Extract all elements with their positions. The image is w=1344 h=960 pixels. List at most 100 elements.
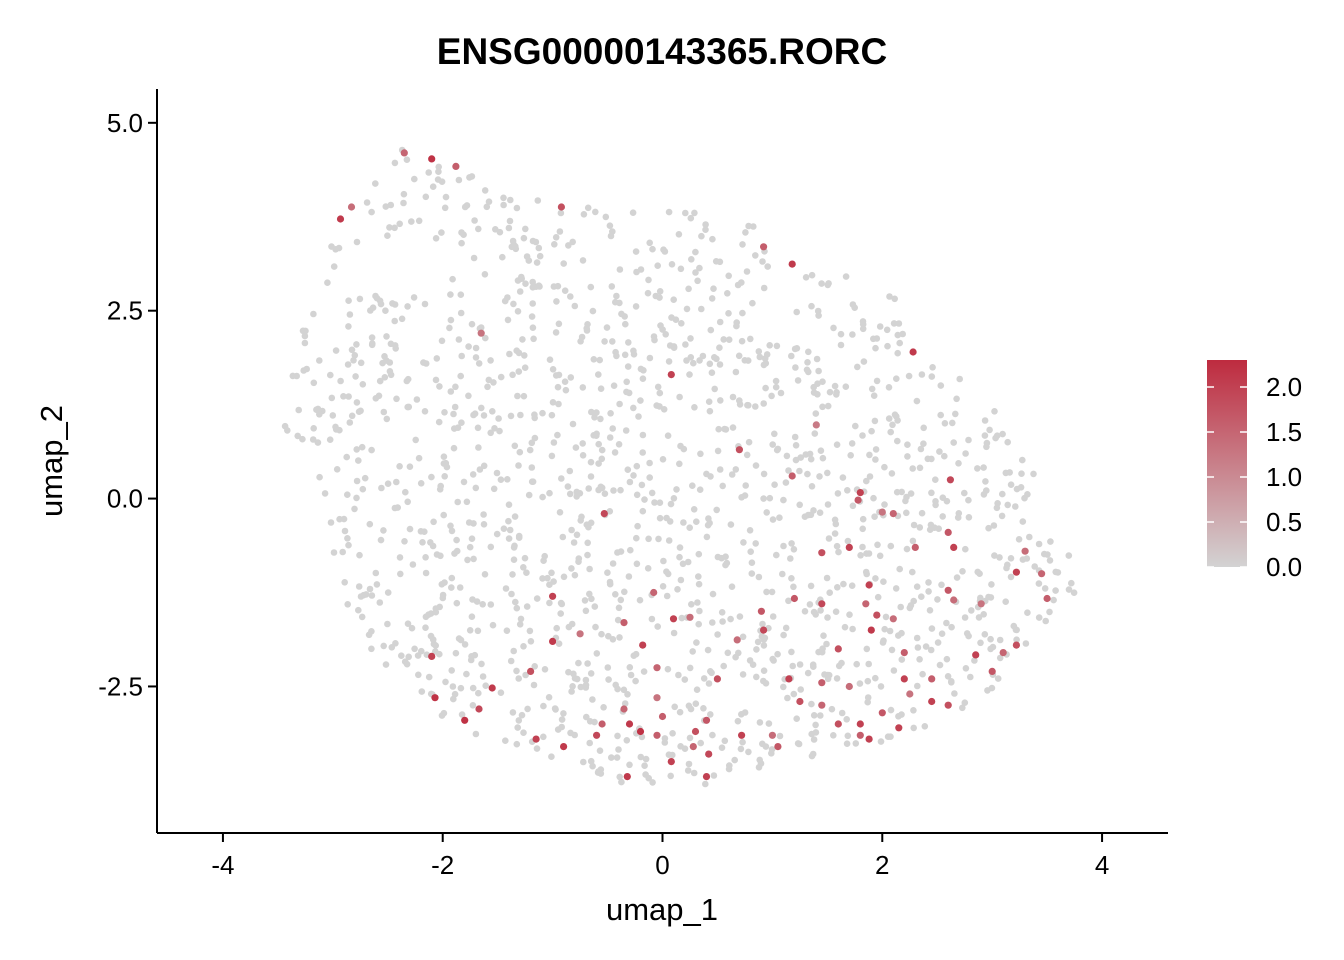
- cell-point: [596, 356, 603, 364]
- cell-point: [482, 334, 489, 342]
- expressing-cell-point: [865, 735, 873, 743]
- cell-point: [953, 574, 961, 581]
- cell-point: [907, 490, 915, 497]
- cell-point: [341, 527, 349, 535]
- cell-point: [656, 288, 664, 295]
- cell-point: [708, 295, 716, 302]
- cell-point: [918, 593, 925, 600]
- cell-point: [870, 392, 878, 400]
- cell-point: [1047, 538, 1054, 545]
- cell-point: [644, 565, 652, 572]
- cell-point: [630, 347, 637, 355]
- cell-point: [530, 681, 538, 689]
- cell-point: [333, 466, 341, 473]
- cell-point: [1006, 469, 1013, 476]
- cell-point: [345, 297, 352, 305]
- cell-point: [480, 412, 488, 419]
- cell-point: [504, 476, 511, 483]
- cell-point: [649, 779, 656, 786]
- cell-point: [819, 403, 826, 411]
- cell-point: [910, 707, 917, 714]
- cell-point: [681, 745, 689, 752]
- cell-point: [571, 302, 579, 310]
- cell-point: [626, 761, 633, 769]
- cell-point: [429, 636, 437, 643]
- cell-point: [690, 506, 698, 513]
- cell-point: [550, 439, 558, 446]
- cell-point: [384, 232, 391, 239]
- y-tick-label: 5.0: [107, 108, 143, 138]
- cell-point: [904, 453, 911, 460]
- cell-point: [463, 670, 470, 678]
- cell-point: [777, 389, 785, 397]
- cell-point: [733, 322, 740, 330]
- cell-point: [905, 372, 913, 380]
- cell-point: [789, 662, 796, 670]
- cell-point: [588, 408, 595, 416]
- cell-point: [670, 296, 677, 304]
- cell-point: [527, 638, 535, 645]
- cell-point: [810, 712, 818, 719]
- cell-point: [421, 408, 429, 415]
- cell-point: [776, 732, 784, 740]
- cell-point: [355, 606, 362, 614]
- expressing-cell-point: [477, 329, 485, 337]
- cell-point: [644, 289, 652, 297]
- cell-point: [470, 254, 478, 262]
- cell-point: [595, 440, 602, 448]
- cell-point: [324, 279, 331, 287]
- cell-point: [728, 583, 736, 590]
- expressing-cell-point: [862, 600, 870, 608]
- cell-point: [742, 229, 749, 236]
- cell-point: [738, 337, 746, 345]
- cell-point: [891, 411, 899, 419]
- cell-point: [654, 262, 661, 270]
- cell-point: [422, 360, 430, 367]
- cell-point: [485, 198, 493, 205]
- cell-point: [448, 574, 456, 582]
- cell-point: [637, 753, 645, 761]
- cell-point: [613, 352, 620, 360]
- cell-point: [840, 580, 847, 588]
- cell-point: [745, 438, 753, 446]
- cell-point: [843, 716, 850, 723]
- cell-point: [540, 557, 547, 564]
- cell-point: [373, 581, 381, 588]
- cell-point: [344, 601, 352, 608]
- cell-point: [397, 570, 404, 578]
- cell-point: [379, 359, 386, 367]
- cell-point: [710, 772, 718, 779]
- cell-point: [487, 543, 495, 551]
- cell-point: [490, 485, 498, 493]
- cell-point: [785, 597, 792, 605]
- cell-point: [550, 578, 557, 585]
- cell-point: [511, 442, 519, 450]
- cell-point: [981, 631, 989, 638]
- cell-point: [705, 680, 713, 687]
- cell-point: [401, 538, 408, 545]
- cell-point: [932, 501, 939, 509]
- cell-point: [999, 490, 1006, 498]
- cell-point: [609, 228, 616, 235]
- cell-point: [809, 661, 817, 668]
- cell-point: [579, 257, 587, 264]
- cell-point: [782, 624, 790, 632]
- cell-point: [522, 280, 529, 288]
- cell-point: [632, 677, 639, 685]
- cell-point: [458, 711, 466, 718]
- cell-point: [868, 427, 875, 435]
- cell-point: [723, 559, 731, 567]
- cell-point: [725, 310, 732, 317]
- cell-point: [595, 486, 602, 494]
- expressing-cell-point: [834, 720, 842, 728]
- cell-point: [719, 482, 726, 490]
- cell-point: [440, 453, 448, 461]
- cell-point: [509, 571, 516, 578]
- cell-point: [794, 377, 802, 384]
- cell-point: [475, 225, 482, 233]
- expressing-cell-point: [834, 645, 842, 653]
- cell-point: [939, 513, 946, 520]
- cell-point: [665, 751, 673, 758]
- cell-point: [404, 403, 412, 411]
- cell-point: [676, 553, 683, 561]
